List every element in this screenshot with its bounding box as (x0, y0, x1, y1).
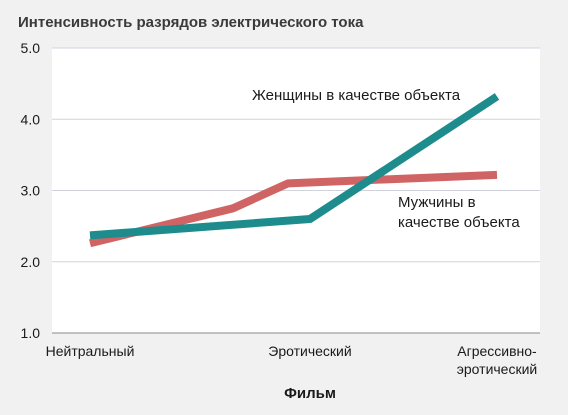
series-annotations: Женщины в качестве объекта Мужчины в качес… (252, 87, 520, 231)
x-tick-label: Нейтральный (46, 343, 135, 359)
x-axis-ticks: Нейтральный Эротический Агрессивно-эротиче… (46, 343, 538, 377)
y-tick-label: 2.0 (21, 254, 41, 270)
y-tick-label: 4.0 (21, 111, 41, 127)
x-tick-label: Агрессивно-эротический (457, 343, 538, 377)
series-line (89, 170, 498, 248)
y-tick-label: 3.0 (21, 183, 41, 199)
series-line (89, 93, 500, 240)
series-label: Женщины в качестве объекта (252, 87, 461, 104)
chart-title: Интенсивность разрядов электрического то… (18, 14, 364, 31)
y-tick-label: 1.0 (21, 325, 41, 341)
y-axis-ticks: 1.0 2.0 3.0 4.0 5.0 (21, 40, 41, 341)
y-tick-label: 5.0 (21, 40, 41, 56)
x-axis-label: Фильм (284, 385, 336, 402)
series-label: Мужчины в качестве объекта (398, 194, 520, 231)
gridlines (52, 47, 540, 334)
series-lines (89, 93, 500, 248)
x-tick-label: Эротический (268, 343, 351, 359)
